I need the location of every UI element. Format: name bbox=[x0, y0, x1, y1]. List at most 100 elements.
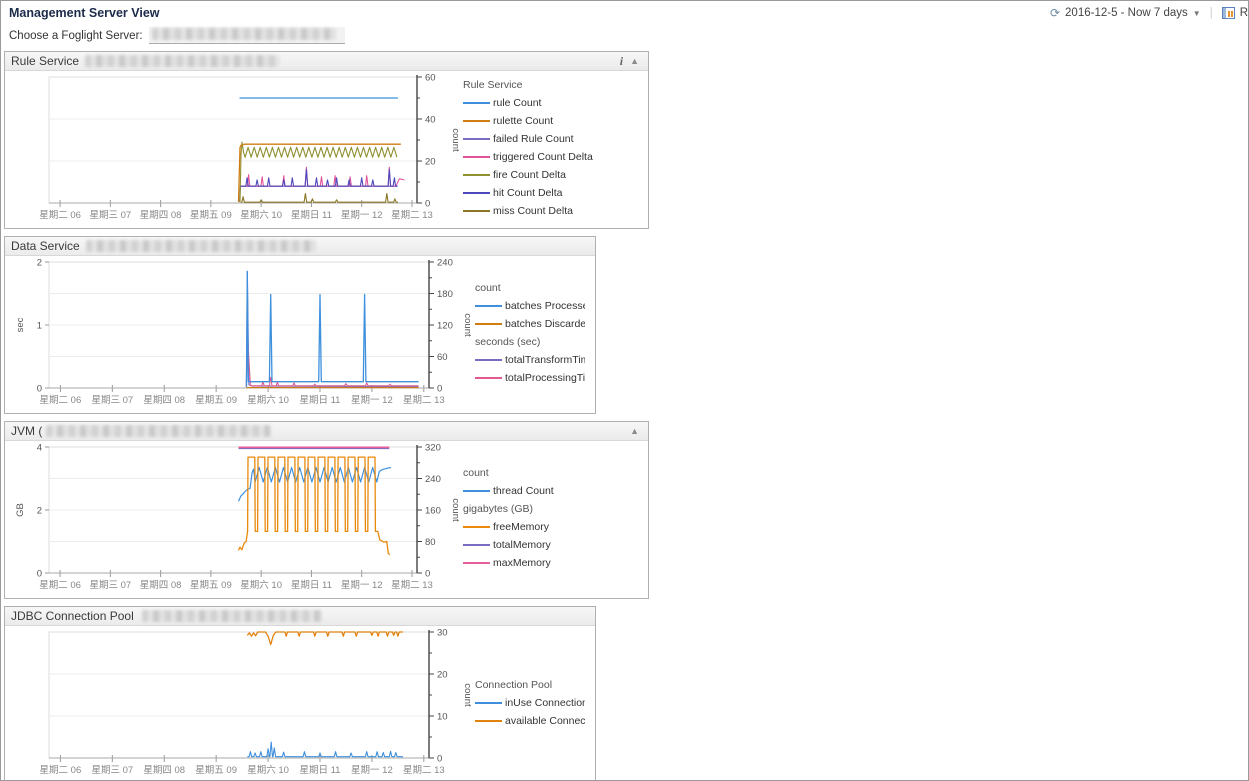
panel-rule-service: Rule Service i ▲ 星期二 06 星期三 07 星期四 08 星期五 0… bbox=[4, 51, 649, 229]
legend-label: rule Count bbox=[493, 97, 542, 109]
legend-group-title: Connection Pool bbox=[475, 679, 553, 691]
svg-text:星期五 09: 星期五 09 bbox=[195, 765, 237, 776]
server-selector-label: Choose a Foglight Server: bbox=[9, 29, 143, 42]
svg-text:40: 40 bbox=[425, 115, 436, 126]
svg-text:星期一 12: 星期一 12 bbox=[341, 580, 383, 591]
svg-text:星期二 06: 星期二 06 bbox=[40, 765, 82, 776]
panel-data-service: Data Service 星期二 06 星期三 07 星期四 08 星期五 09 星期六… bbox=[4, 236, 596, 414]
chart-canvas: 星期二 06 星期三 07 星期四 08 星期五 09 星期六 10 星期日 11 星期一 … bbox=[15, 258, 473, 407]
svg-text:星期四 08: 星期四 08 bbox=[140, 580, 182, 591]
legend-group-title: Rule Service bbox=[463, 79, 523, 91]
legend-label: hit Count Delta bbox=[493, 187, 563, 199]
svg-text:星期四 08: 星期四 08 bbox=[143, 765, 185, 776]
legend-item: totalTransformTime bbox=[475, 354, 585, 366]
svg-text:星期六 10: 星期六 10 bbox=[247, 394, 289, 406]
redacted-text bbox=[85, 55, 281, 67]
time-range-selector[interactable]: 2016-12-5 - Now 7 days bbox=[1065, 7, 1188, 19]
svg-text:180: 180 bbox=[437, 289, 453, 300]
legend-swatch bbox=[475, 702, 502, 704]
svg-text:60: 60 bbox=[437, 352, 448, 363]
legend-item: hit Count Delta bbox=[463, 187, 641, 199]
collapse-icon[interactable]: ▲ bbox=[630, 426, 639, 436]
svg-text:星期五 09: 星期五 09 bbox=[195, 395, 237, 406]
legend-item: failed Rule Count bbox=[463, 133, 641, 145]
svg-text:0: 0 bbox=[437, 384, 442, 395]
info-icon[interactable]: i bbox=[619, 53, 624, 68]
svg-text:count: count bbox=[462, 683, 473, 707]
legend-swatch bbox=[463, 210, 490, 212]
svg-text:0: 0 bbox=[37, 569, 42, 580]
redacted-server-name bbox=[151, 28, 336, 40]
panel-header: Data Service bbox=[5, 237, 595, 256]
legend-label: totalTransformTime bbox=[505, 354, 585, 366]
chart-legend: count thread Count gigabytes (GB) freeMemor… bbox=[463, 463, 641, 575]
svg-text:星期五 09: 星期五 09 bbox=[190, 580, 232, 591]
legend-swatch bbox=[463, 138, 490, 140]
legend-item: freeMemory bbox=[463, 521, 641, 533]
svg-text:0: 0 bbox=[425, 569, 430, 580]
svg-text:星期一 12: 星期一 12 bbox=[351, 765, 393, 776]
chart-canvas: 星期二 06 星期三 07 星期四 08 星期五 09 星期六 10 星期日 11 星期一 … bbox=[40, 628, 473, 777]
svg-text:星期二 13: 星期二 13 bbox=[403, 765, 445, 776]
svg-text:星期三 07: 星期三 07 bbox=[89, 580, 131, 591]
legend-label: inUse Connection Count bbox=[505, 697, 585, 709]
svg-text:0: 0 bbox=[37, 384, 42, 395]
panel-header: JDBC Connection Pool bbox=[5, 607, 595, 626]
legend-item: triggered Count Delta bbox=[463, 151, 641, 163]
svg-text:星期日 11: 星期日 11 bbox=[299, 395, 340, 406]
topbar-right: ⟳ 2016-12-5 - Now 7 days ▼ | R bbox=[1050, 6, 1248, 20]
svg-text:240: 240 bbox=[437, 258, 453, 269]
svg-text:60: 60 bbox=[425, 73, 436, 84]
legend-item: thread Count bbox=[463, 485, 641, 497]
refresh-icon[interactable]: ⟳ bbox=[1049, 6, 1061, 20]
legend-group-title: seconds (sec) bbox=[475, 336, 541, 348]
legend-label: miss Count Delta bbox=[493, 205, 573, 217]
svg-text:星期二 06: 星期二 06 bbox=[39, 210, 81, 221]
page-title: Management Server View bbox=[9, 6, 160, 20]
reports-label[interactable]: R bbox=[1239, 7, 1248, 19]
legend-swatch bbox=[463, 192, 490, 194]
redacted-text bbox=[85, 240, 316, 252]
panel-jvm: JVM ( ▲ 星期二 06 星期三 07 星期四 08 星期五 09 星期六 10 星期… bbox=[4, 421, 649, 599]
legend-group-title: count bbox=[463, 467, 489, 479]
top-bar: Management Server View ⟳ 2016-12-5 - Now… bbox=[1, 1, 1248, 23]
legend-item: rule Count bbox=[463, 97, 641, 109]
collapse-icon[interactable]: ▲ bbox=[630, 56, 639, 66]
redacted-text bbox=[46, 425, 272, 437]
caret-down-icon[interactable]: ▼ bbox=[1192, 8, 1201, 18]
chart-legend: count batches Processed batches Discarded s… bbox=[475, 278, 585, 390]
svg-text:星期六 10: 星期六 10 bbox=[240, 579, 282, 591]
server-select-input[interactable] bbox=[148, 27, 345, 44]
svg-text:0: 0 bbox=[437, 754, 442, 765]
server-selector-row: Choose a Foglight Server: bbox=[1, 23, 1248, 48]
svg-text:20: 20 bbox=[425, 157, 436, 168]
chart-canvas: 星期二 06 星期三 07 星期四 08 星期五 09 星期六 10 星期日 11 星期一 … bbox=[39, 73, 461, 222]
svg-text:星期二 13: 星期二 13 bbox=[391, 210, 433, 221]
panel-body: 星期二 06 星期三 07 星期四 08 星期五 09 星期六 10 星期日 11 星期一 … bbox=[5, 441, 648, 597]
svg-text:星期日 11: 星期日 11 bbox=[291, 210, 332, 221]
legend-swatch bbox=[463, 174, 490, 176]
svg-text:2: 2 bbox=[37, 258, 42, 269]
redacted-text bbox=[141, 610, 322, 622]
report-icon[interactable] bbox=[1221, 7, 1235, 19]
divider: | bbox=[1209, 7, 1213, 19]
svg-text:GB: GB bbox=[15, 503, 26, 517]
legend-label: freeMemory bbox=[493, 521, 550, 533]
svg-text:240: 240 bbox=[425, 474, 441, 485]
legend-swatch bbox=[463, 562, 490, 564]
svg-text:4: 4 bbox=[37, 443, 42, 454]
svg-text:80: 80 bbox=[425, 537, 436, 548]
legend-label: totalMemory bbox=[493, 539, 551, 551]
svg-text:count: count bbox=[450, 498, 461, 522]
panel-jdbc-connection-pool: JDBC Connection Pool 星期二 06 星期三 07 星期四 08 星… bbox=[4, 606, 596, 780]
legend-swatch bbox=[475, 720, 502, 722]
legend-item: rulette Count bbox=[463, 115, 641, 127]
chart-legend: Rule Service rule Count rulette Count faile… bbox=[463, 75, 641, 223]
svg-text:30: 30 bbox=[437, 628, 448, 639]
legend-group-title: gigabytes (GB) bbox=[463, 503, 534, 515]
legend-label: batches Discarded bbox=[505, 318, 585, 330]
legend-swatch bbox=[475, 377, 502, 379]
svg-text:count: count bbox=[462, 313, 473, 337]
legend-group-title: count bbox=[475, 282, 501, 294]
